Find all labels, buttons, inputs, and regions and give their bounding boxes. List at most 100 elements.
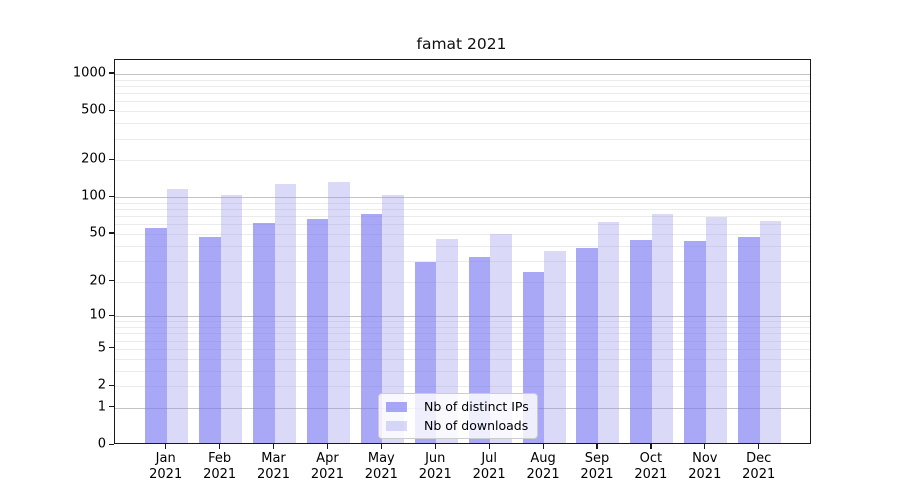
x-tick-label: Jun 2021 bbox=[419, 451, 452, 482]
bar-distinct-ips bbox=[630, 239, 652, 443]
month-name: Apr bbox=[316, 451, 339, 466]
bar-downloads bbox=[544, 250, 566, 443]
y-tick-mark bbox=[108, 280, 114, 282]
month-name: Jun bbox=[425, 451, 446, 466]
x-tick-label: Apr 2021 bbox=[311, 451, 344, 482]
y-tick-mark bbox=[108, 347, 114, 349]
gridline-major bbox=[114, 316, 810, 318]
y-tick-label: 200 bbox=[81, 151, 106, 167]
month-year: 2021 bbox=[364, 466, 398, 482]
month-name: Dec bbox=[746, 451, 772, 466]
bar-downloads bbox=[382, 195, 404, 443]
y-tick-label: 50 bbox=[89, 225, 106, 241]
x-tick-mark bbox=[326, 444, 329, 449]
legend-label: Nb of downloads bbox=[424, 418, 529, 433]
gridline-minor bbox=[114, 321, 810, 323]
x-tick-mark bbox=[434, 444, 436, 449]
month-name: Aug bbox=[530, 451, 556, 466]
x-tick-label: Jul 2021 bbox=[473, 451, 506, 482]
legend-swatch-distinct-ips bbox=[386, 401, 407, 412]
x-tick-mark bbox=[542, 444, 544, 449]
x-tick-label: Jan 2021 bbox=[149, 451, 182, 482]
gridline-minor bbox=[114, 260, 810, 262]
y-tick-mark bbox=[108, 406, 114, 408]
bar-downloads bbox=[436, 238, 458, 443]
x-tick-mark bbox=[704, 444, 706, 449]
gridline-minor bbox=[114, 327, 810, 328]
month-name: Oct bbox=[639, 451, 663, 466]
bar-downloads bbox=[274, 183, 297, 443]
gridline-major bbox=[114, 197, 810, 199]
y-tick-mark bbox=[108, 158, 114, 160]
gridline-minor bbox=[114, 281, 810, 283]
gridline-minor bbox=[114, 348, 810, 350]
month-year: 2021 bbox=[418, 466, 452, 482]
month-year: 2021 bbox=[149, 466, 183, 482]
x-tick-mark bbox=[650, 444, 652, 449]
y-tick-label: 100 bbox=[81, 188, 106, 204]
y-tick-label: 2 bbox=[97, 377, 106, 393]
bar-distinct-ips bbox=[253, 223, 275, 443]
x-tick-label: Nov 2021 bbox=[688, 451, 721, 482]
month-name: May bbox=[367, 451, 395, 466]
bar-downloads bbox=[651, 214, 674, 443]
y-tick-label: 1 bbox=[97, 399, 106, 415]
gridline-minor bbox=[114, 202, 810, 204]
x-tick-mark bbox=[488, 444, 490, 449]
bar-distinct-ips bbox=[738, 237, 760, 443]
bar-downloads bbox=[759, 221, 782, 443]
y-tick-mark bbox=[108, 72, 114, 74]
month-name: Feb bbox=[208, 451, 232, 466]
x-tick-label: Feb 2021 bbox=[203, 451, 236, 482]
y-tick-label: 10 bbox=[89, 307, 106, 323]
month-name: Sep bbox=[584, 451, 610, 466]
gridline-minor bbox=[114, 216, 810, 218]
legend-swatch-downloads bbox=[386, 420, 407, 431]
x-tick-mark bbox=[596, 444, 598, 449]
chart-title: famat 2021 bbox=[416, 35, 507, 53]
plot-area bbox=[113, 59, 811, 444]
legend-label: Nb of distinct IPs bbox=[424, 399, 529, 414]
month-year: 2021 bbox=[203, 466, 237, 482]
gridline-minor bbox=[114, 101, 810, 103]
bar-downloads bbox=[220, 195, 243, 443]
legend: Nb of distinct IPs Nb of downloads bbox=[378, 393, 538, 439]
gridline-minor bbox=[114, 111, 810, 113]
bar-distinct-ips bbox=[360, 214, 383, 443]
y-tick-mark bbox=[108, 314, 114, 316]
bar-distinct-ips bbox=[576, 247, 598, 443]
gridline-minor bbox=[114, 370, 810, 372]
bar-distinct-ips bbox=[145, 227, 167, 443]
month-name: Jan bbox=[155, 451, 176, 466]
y-tick-mark bbox=[108, 384, 114, 386]
month-year: 2021 bbox=[688, 466, 722, 482]
x-tick-label: Aug 2021 bbox=[527, 451, 560, 482]
gridline-minor bbox=[114, 333, 810, 335]
x-tick-mark bbox=[219, 444, 221, 449]
x-tick-label: May 2021 bbox=[365, 451, 398, 482]
x-tick-label: Sep 2021 bbox=[580, 451, 613, 482]
gridline-minor bbox=[114, 386, 810, 387]
x-tick-mark bbox=[758, 444, 760, 449]
y-tick-mark bbox=[108, 109, 114, 111]
month-year: 2021 bbox=[634, 466, 668, 482]
gridline-minor bbox=[114, 358, 810, 360]
y-tick-mark bbox=[108, 232, 114, 234]
x-tick-label: Mar 2021 bbox=[257, 451, 290, 482]
x-tick-mark bbox=[273, 444, 275, 449]
gridline-minor bbox=[114, 224, 810, 226]
month-year: 2021 bbox=[256, 466, 291, 482]
y-tick-label: 20 bbox=[89, 273, 106, 288]
gridline-minor bbox=[114, 233, 810, 235]
y-tick-label: 5 bbox=[97, 340, 106, 356]
gridline-minor bbox=[114, 79, 810, 81]
bar-distinct-ips bbox=[199, 237, 221, 443]
x-tick-mark bbox=[380, 444, 383, 449]
y-tick-mark bbox=[108, 443, 114, 445]
gridline-minor bbox=[114, 138, 810, 140]
gridline-minor bbox=[114, 340, 810, 342]
bar-distinct-ips bbox=[684, 241, 706, 443]
month-year: 2021 bbox=[310, 466, 344, 482]
y-tick-label: 0 bbox=[97, 436, 106, 452]
